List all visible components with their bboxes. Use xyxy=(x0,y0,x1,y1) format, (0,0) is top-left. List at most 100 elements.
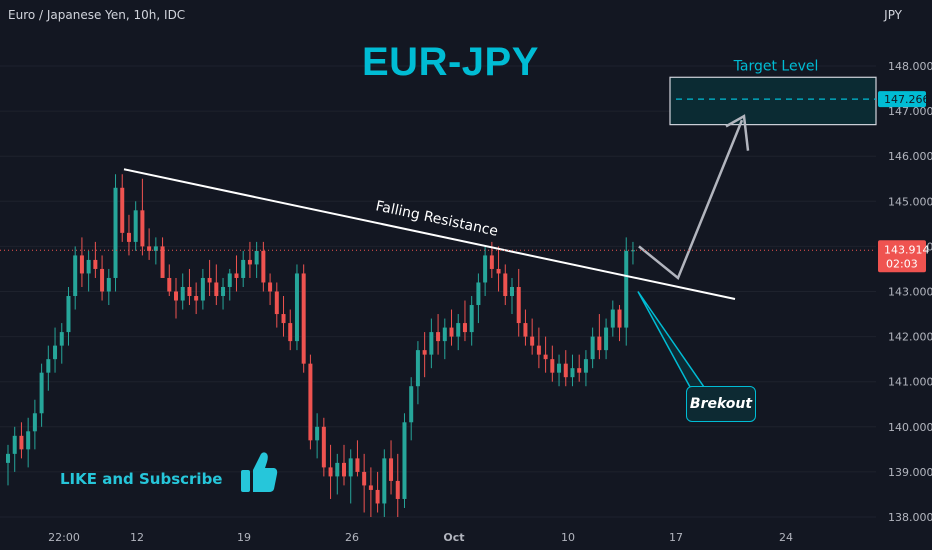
y-tick-label: 147.000 xyxy=(888,105,932,118)
target-price-tag-text: 147.266 xyxy=(884,93,930,106)
candle xyxy=(153,237,158,265)
target-zone xyxy=(669,76,877,126)
candle xyxy=(597,314,602,360)
candle xyxy=(19,422,24,459)
candle xyxy=(570,354,575,387)
candle xyxy=(227,268,232,301)
candle-body xyxy=(469,305,474,333)
y-tick-label: 145.000 xyxy=(888,195,932,208)
candle-body xyxy=(590,336,595,360)
candle xyxy=(187,268,192,306)
candle xyxy=(456,314,461,351)
candle xyxy=(342,444,346,486)
candle xyxy=(59,323,64,364)
candle xyxy=(382,449,387,517)
candle-body xyxy=(462,323,467,333)
candle-body xyxy=(476,282,481,306)
candle xyxy=(79,237,84,287)
candle-body xyxy=(375,489,380,504)
x-tick-label: 17 xyxy=(669,531,683,544)
candle xyxy=(610,300,615,337)
candle xyxy=(523,309,528,346)
candle xyxy=(362,453,367,513)
candle-body xyxy=(583,359,588,373)
candle-body xyxy=(563,363,568,378)
x-tick-label: 10 xyxy=(561,531,575,544)
candle-body xyxy=(489,255,494,269)
current-price-tag-text: 143.914 xyxy=(884,243,930,256)
candle xyxy=(496,246,501,292)
candle-body xyxy=(126,232,131,242)
candle-body xyxy=(557,363,562,373)
candle-body xyxy=(610,309,615,328)
candle-body xyxy=(281,314,286,324)
candle-body xyxy=(355,458,360,472)
candle-body xyxy=(241,259,246,278)
x-tick-label: 19 xyxy=(237,531,251,544)
candle-body xyxy=(617,309,622,328)
candle xyxy=(160,237,165,278)
candle xyxy=(241,250,246,287)
candle-body xyxy=(328,467,333,477)
candle xyxy=(106,268,111,306)
candle-body xyxy=(550,359,555,373)
y-tick-label: 146.000 xyxy=(888,150,932,163)
candle-body xyxy=(39,372,44,414)
candle-body xyxy=(187,286,192,297)
chart-title: EUR-JPY xyxy=(362,40,539,84)
candle xyxy=(583,350,588,387)
candle xyxy=(254,241,259,278)
candle-body xyxy=(153,246,158,251)
candle-body xyxy=(19,435,24,450)
candle-body xyxy=(46,359,51,373)
chart-grid xyxy=(0,65,876,518)
candle-body xyxy=(207,277,212,283)
candle-body xyxy=(59,332,64,346)
x-tick-label: Oct xyxy=(443,531,464,544)
candle xyxy=(140,178,145,256)
candle xyxy=(221,277,226,310)
candle xyxy=(6,444,10,486)
candle xyxy=(630,241,635,265)
candle xyxy=(563,350,568,387)
candle-body xyxy=(308,363,313,441)
candle xyxy=(301,264,306,373)
candle xyxy=(26,417,31,468)
candle xyxy=(442,318,447,360)
candle xyxy=(409,377,414,441)
y-tick-label: 140.000 xyxy=(888,421,932,434)
candle xyxy=(536,327,541,369)
currency-label: JPY xyxy=(884,8,902,22)
candle-body xyxy=(133,210,138,242)
y-tick-label: 142.000 xyxy=(888,331,932,344)
candle-body xyxy=(53,345,58,360)
candle-body xyxy=(227,273,232,287)
x-tick-label: 22:00 xyxy=(48,531,80,544)
candle xyxy=(389,440,394,495)
candle-body xyxy=(73,255,78,297)
candle xyxy=(415,341,420,405)
candle-body xyxy=(100,268,105,292)
candle xyxy=(308,354,313,450)
candle xyxy=(557,354,562,387)
candle xyxy=(315,413,320,459)
time-axis: 22:00 12 19 26 Oct 10 17 24 xyxy=(48,531,793,544)
candle-body xyxy=(247,259,252,265)
candle xyxy=(294,264,299,351)
candle-body xyxy=(315,426,320,441)
candle xyxy=(167,264,172,297)
candle xyxy=(476,273,481,324)
candle xyxy=(234,255,239,292)
candle-body xyxy=(254,250,259,265)
candle-body xyxy=(536,345,541,355)
candle-body xyxy=(26,431,31,450)
candle-body xyxy=(456,323,461,337)
candle xyxy=(247,241,252,278)
candle xyxy=(113,174,118,292)
candle-body xyxy=(429,332,434,355)
candle-body xyxy=(449,327,454,337)
candle-body xyxy=(200,277,205,301)
candle xyxy=(214,264,219,306)
candle-body xyxy=(483,255,488,283)
